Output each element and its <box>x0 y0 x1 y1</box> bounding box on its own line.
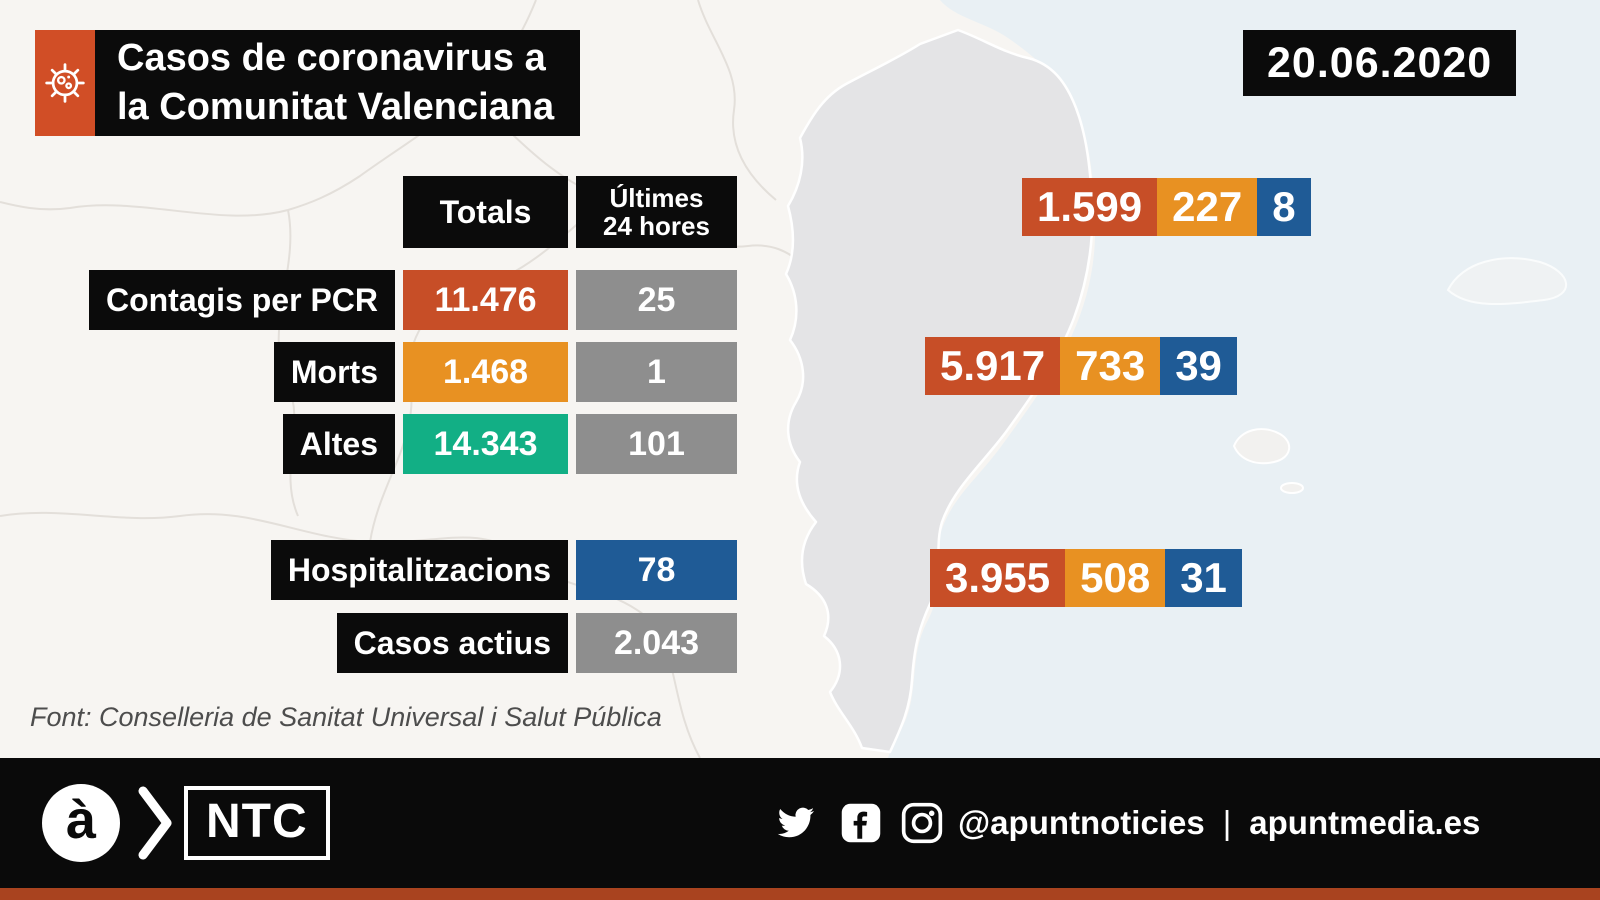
stat-south-hosp: 31 <box>1165 549 1242 607</box>
stat-central-pcr: 5.917 <box>925 337 1061 395</box>
value-contagis-total: 11.476 <box>403 270 568 330</box>
province-stats-north: 1.599 227 8 <box>1022 178 1311 236</box>
stat-south-pcr: 3.955 <box>930 549 1066 607</box>
ntc-logo: NTC <box>184 786 330 860</box>
row-label-morts: Morts <box>273 342 395 402</box>
twitter-icon <box>777 807 815 838</box>
social-handle: @apuntnoticies <box>958 804 1205 841</box>
title-line2: la Comunitat Valenciana <box>117 86 555 128</box>
virus-badge <box>35 30 95 136</box>
value-altes-total: 14.343 <box>403 414 568 474</box>
virus-icon <box>45 63 85 103</box>
apunt-logo: à <box>42 784 120 862</box>
stat-central-morts: 733 <box>1060 337 1161 395</box>
row-label-altes: Altes <box>282 414 395 474</box>
column-header-totals: Totals <box>403 176 568 248</box>
brand-bottom-strip <box>0 888 1600 900</box>
stat-north-hosp: 8 <box>1257 178 1311 236</box>
value-morts-last24: 1 <box>576 342 737 402</box>
source-note: Font: Conselleria de Sanitat Universal i… <box>30 702 662 732</box>
stat-central-hosp: 39 <box>1160 337 1237 395</box>
chevron-icon <box>138 786 172 860</box>
value-morts-total: 1.468 <box>403 342 568 402</box>
province-stats-central: 5.917 733 39 <box>925 337 1237 395</box>
value-contagis-last24: 25 <box>576 270 737 330</box>
column-header-last24: Últimes 24 hores <box>576 176 737 248</box>
stat-south-morts: 508 <box>1065 549 1166 607</box>
stat-north-morts: 227 <box>1157 178 1258 236</box>
facebook-icon <box>841 803 881 843</box>
value-casos-actius: 2.043 <box>576 613 737 673</box>
map-islands <box>1232 257 1567 494</box>
row-label-casos-actius: Casos actius <box>336 613 568 673</box>
column-header-last24-line2: 24 hores <box>603 211 710 241</box>
handle-separator: | <box>1222 804 1232 841</box>
value-altes-last24: 101 <box>576 414 737 474</box>
row-label-hospitalitzacions: Hospitalitzacions <box>270 540 568 600</box>
column-header-last24-line1: Últimes <box>609 182 704 213</box>
page-title: Casos de coronavirus a la Comunitat Vale… <box>95 30 581 136</box>
province-stats-south: 3.955 508 31 <box>930 549 1242 607</box>
row-label-contagis-pcr: Contagis per PCR <box>88 270 395 330</box>
date-badge: 20.06.2020 <box>1243 30 1517 96</box>
title-banner: Casos de coronavirus a la Comunitat Vale… <box>35 30 581 136</box>
value-hospitalitzacions: 78 <box>576 540 737 600</box>
title-line1: Casos de coronavirus a <box>117 36 546 79</box>
map-background <box>0 0 1600 758</box>
social-handles: @apuntnoticies | apuntmedia.es <box>958 758 1480 888</box>
instagram-icon <box>901 802 943 844</box>
stat-north-pcr: 1.599 <box>1022 178 1158 236</box>
footer-bar: à NTC @apuntnoticies | apunt <box>0 758 1600 888</box>
website-url: apuntmedia.es <box>1249 804 1481 841</box>
